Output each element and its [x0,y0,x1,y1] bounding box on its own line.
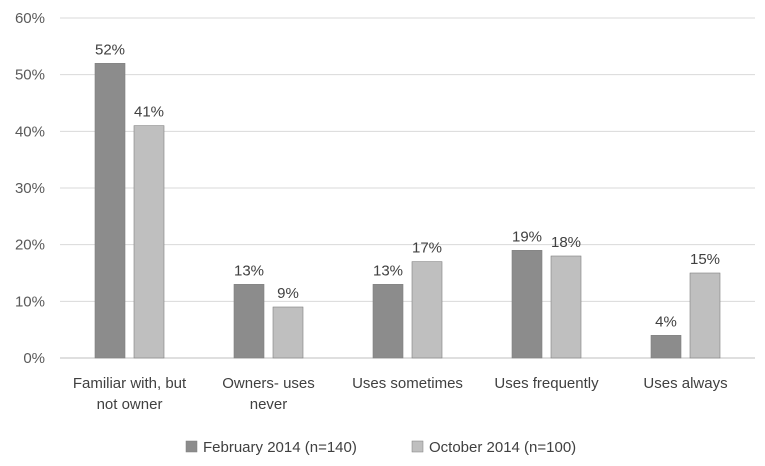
data-label: 13% [234,262,264,279]
data-label: 15% [690,251,720,268]
bar [550,255,582,359]
bar [650,335,682,359]
data-label: 4% [655,313,677,330]
x-tick-label: Uses frequently [494,375,599,392]
data-label: 52% [95,41,125,58]
data-label: 17% [412,240,442,257]
bar [689,272,721,359]
y-tick-label: 0% [23,350,45,367]
bar [133,125,165,359]
bar [511,250,543,359]
y-tick-label: 20% [15,237,45,254]
x-tick-label: Uses always [643,375,727,392]
x-tick-label: Uses sometimes [352,375,463,392]
data-label: 18% [551,234,581,251]
y-tick-label: 50% [15,67,45,84]
data-label: 41% [134,104,164,121]
bar [233,284,265,359]
y-axis: 0% 10% 20% 30% 40% 50% 60% [15,10,45,367]
legend-swatch [185,440,198,453]
legend-swatch [411,440,424,453]
bar [272,306,304,359]
y-tick-label: 40% [15,123,45,140]
y-tick-label: 60% [15,10,45,27]
bars: 52% 41% 13% 9% 13% 17% 19% 18% 4% 15% [94,41,721,359]
x-tick-label: Familiar with, but not owner [73,375,187,413]
y-tick-label: 30% [15,180,45,197]
y-tick-label: 10% [15,293,45,310]
data-label: 13% [373,262,403,279]
legend-label: February 2014 (n=140) [203,439,357,456]
bar [372,284,404,359]
x-axis: Familiar with, but not owner Owners- uses n… [73,375,728,413]
x-tick-label: Owners- uses never [222,375,315,413]
bar [411,261,443,359]
data-label: 19% [512,228,542,245]
legend: February 2014 (n=140) October 2014 (n=100… [185,439,576,456]
legend-label: October 2014 (n=100) [429,439,576,456]
data-label: 9% [277,285,299,302]
gridlines [60,17,755,359]
bar [94,63,126,359]
